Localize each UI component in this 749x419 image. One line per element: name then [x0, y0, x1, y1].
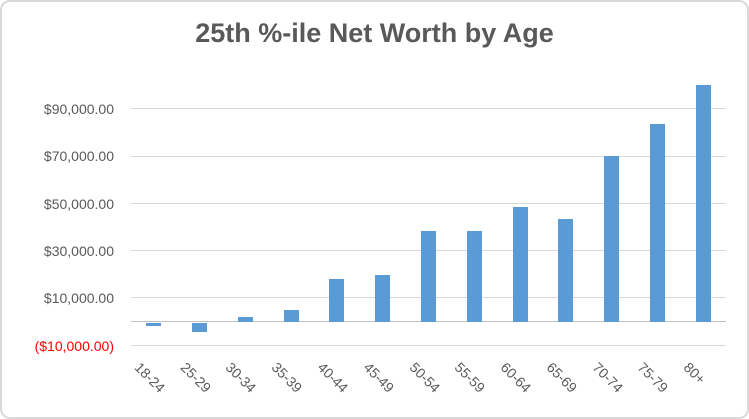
x-axis-label-45-49: 45-49	[360, 358, 398, 396]
gridline--10000	[131, 344, 726, 346]
gridline-90000	[131, 108, 726, 110]
bar-75-79[interactable]	[649, 124, 665, 322]
bar-40-44[interactable]	[329, 279, 345, 322]
x-axis-label-70-74: 70-74	[589, 358, 626, 396]
y-axis-label-30000: $30,000.00	[43, 242, 114, 259]
gridline-70000	[131, 155, 726, 157]
bar-80+[interactable]	[695, 85, 711, 322]
x-axis-label-40-44: 40-44	[314, 358, 352, 396]
y-axis-label-10000: $10,000.00	[43, 290, 114, 307]
x-axis-label-75-79: 75-79	[635, 358, 672, 396]
x-axis-label-65-69: 65-69	[543, 358, 581, 396]
x-axis-label-60-64: 60-64	[497, 358, 535, 396]
bar-55-59[interactable]	[466, 231, 482, 322]
bar-60-64[interactable]	[512, 206, 528, 322]
x-axis-label-30-34: 30-34	[223, 358, 260, 396]
x-axis-label-80+: 80+	[680, 358, 709, 387]
chart-title: 25th %-ile Net Worth by Age	[195, 18, 554, 48]
x-axis-label-35-39: 35-39	[268, 358, 306, 396]
x-axis-label-18-24: 18-24	[131, 358, 169, 396]
x-axis-label-25-29: 25-29	[177, 358, 214, 396]
x-axis-label-50-54: 50-54	[406, 358, 443, 396]
bar-35-39[interactable]	[283, 310, 299, 322]
gridline-50000	[131, 202, 726, 204]
y-axis-label-70000: $70,000.00	[43, 148, 114, 165]
x-axis-label-55-59: 55-59	[451, 358, 489, 396]
bar-18-24[interactable]	[146, 322, 162, 327]
bar-65-69[interactable]	[558, 218, 574, 322]
bar-50-54[interactable]	[421, 231, 436, 322]
bar-70-74[interactable]	[604, 156, 620, 322]
y-axis-label-50000: $50,000.00	[43, 195, 114, 212]
y-axis-label--10000: ($10,000.00)	[34, 337, 114, 354]
bar-30-34[interactable]	[237, 316, 253, 322]
y-axis-label-90000: $90,000.00	[43, 100, 114, 117]
bar-25-29[interactable]	[192, 322, 208, 333]
bar-45-49[interactable]	[375, 275, 391, 322]
